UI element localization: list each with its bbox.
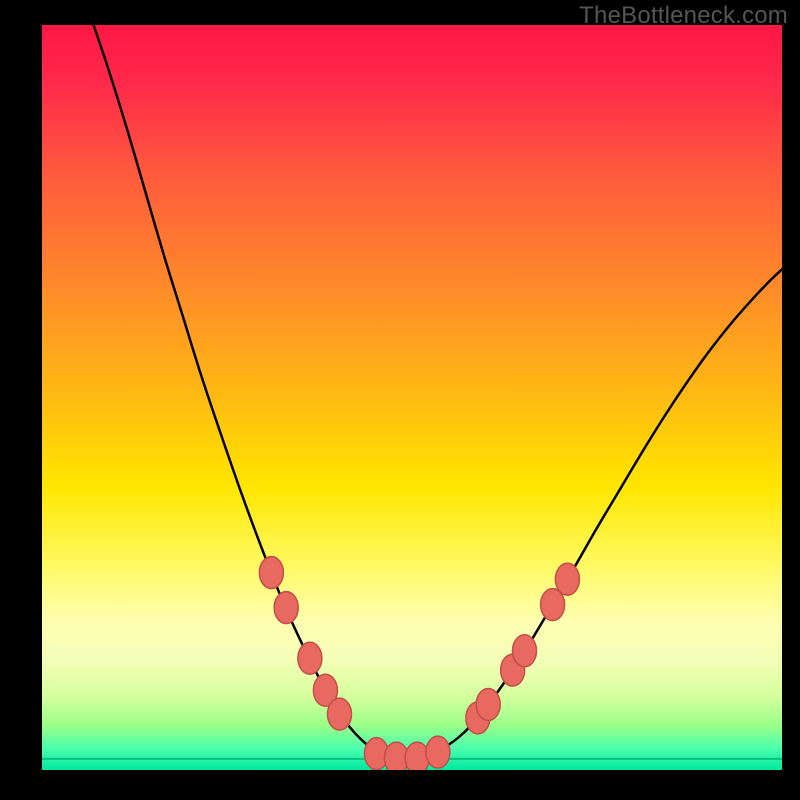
data-marker xyxy=(327,698,351,730)
data-marker xyxy=(512,635,536,667)
bottleneck-chart xyxy=(42,25,782,770)
watermark-text: TheBottleneck.com xyxy=(579,2,788,30)
plot-area xyxy=(42,25,782,770)
data-marker xyxy=(259,557,283,589)
data-marker xyxy=(555,563,579,595)
gradient-background xyxy=(42,25,782,770)
data-marker xyxy=(274,592,298,624)
chart-container: TheBottleneck.com xyxy=(0,0,800,800)
data-marker xyxy=(298,642,322,674)
data-marker xyxy=(426,736,450,768)
data-marker xyxy=(476,688,500,720)
